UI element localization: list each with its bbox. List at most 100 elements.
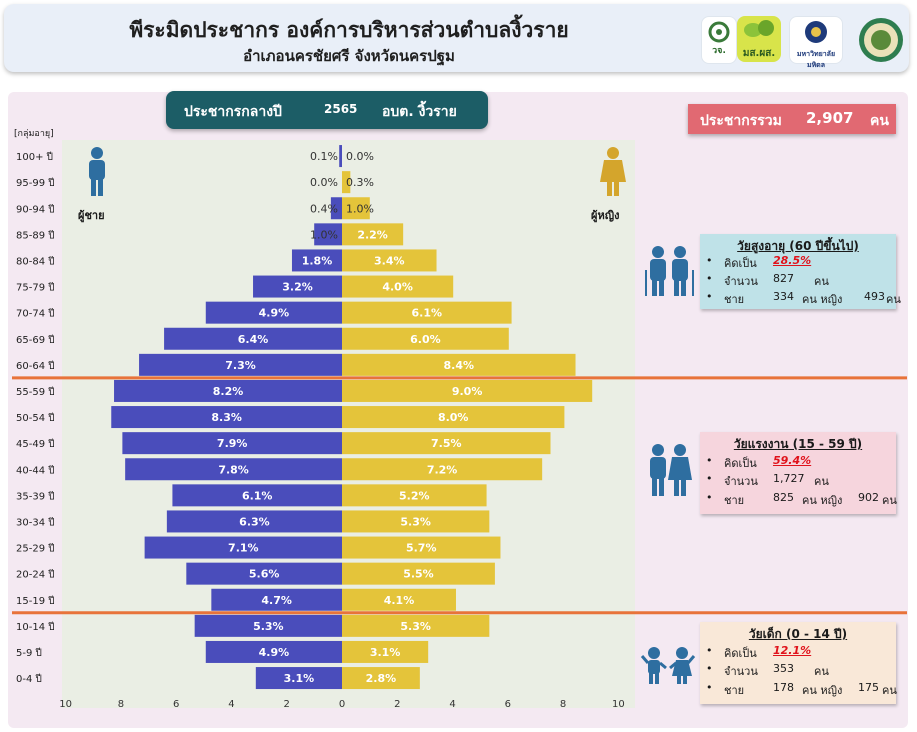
elderly-count-row: • จำนวน 827 คน (706, 272, 891, 288)
male-value-label: 6.1% (242, 489, 273, 502)
male-bar (255, 667, 342, 690)
age-group-label: 20-24 ปี (16, 569, 55, 581)
male-label: ชาย (724, 684, 745, 697)
male-bar (114, 379, 342, 402)
bullet: • (706, 644, 713, 657)
male-value-label: 5.6% (249, 568, 280, 581)
x-tick-label: 10 (612, 699, 625, 710)
male-value-label: 1.0% (310, 228, 338, 241)
unit-label: คน (882, 684, 897, 697)
age-group-label: 100+ ปี (16, 151, 53, 163)
female-bar (342, 588, 456, 611)
male-value-label: 4.7% (261, 594, 292, 607)
age-group-label: 25-29 ปี (16, 543, 55, 555)
female-bar (342, 301, 512, 324)
female-bar (342, 406, 565, 429)
age-group-label: 70-74 ปี (16, 308, 55, 320)
female-bar (342, 484, 487, 507)
female-label: คน หญิง (802, 684, 843, 697)
x-tick-label: 6 (505, 699, 511, 710)
female-value-label: 4.0% (382, 281, 413, 294)
page-subtitle: อำเภอนครชัยศรี จังหวัดนครปฐม (243, 47, 455, 65)
age-group-label: 5-9 ปี (16, 647, 42, 659)
male-value-label: 7.1% (228, 542, 259, 555)
male-bar (186, 562, 342, 585)
elderly-male-value: 334 (773, 290, 794, 303)
child-pct-value: 12.1% (773, 644, 812, 657)
male-bar (122, 432, 342, 455)
age-group-label: 85-89 ปี (16, 229, 55, 241)
male-bar (144, 536, 342, 559)
male-bar (194, 614, 342, 637)
female-value-label: 8.4% (444, 359, 475, 372)
male-value-label: 0.1% (310, 150, 338, 163)
elderly-info-box: วัยสูงอายุ (60 ปีขึ้นไป) • คิดเป็น 28.5%… (700, 234, 901, 309)
male-value-label: 4.9% (259, 646, 290, 659)
unit-label: คน (886, 293, 901, 306)
age-group-label: 40-44 ปี (16, 464, 55, 476)
count-label: จำนวน (724, 475, 758, 488)
x-tick-label: 8 (560, 699, 566, 710)
foundation-logo: มส.ผส. (737, 16, 781, 62)
female-value-label: 8.0% (438, 411, 469, 424)
x-tick-label: 4 (228, 699, 234, 710)
pct-label: คิดเป็น (724, 457, 757, 470)
female-value-label: 4.1% (384, 594, 415, 607)
child-count-value: 353 (773, 662, 794, 675)
male-bar (166, 510, 342, 533)
age-group-label: 15-19 ปี (16, 595, 55, 607)
male-value-label: 6.3% (239, 515, 270, 528)
female-legend-label: ผู้หญิง (591, 209, 620, 222)
logo-text-2: มส.ผส. (742, 48, 776, 59)
total-population-badge: ประชากรรวม 2,907 คน (688, 104, 896, 134)
female-bar (342, 640, 429, 663)
bullet: • (706, 272, 713, 285)
bullet: • (706, 254, 713, 267)
male-value-label: 8.3% (211, 411, 242, 424)
age-group-label: 90-94 ปี (16, 203, 55, 215)
leaf-logo-icon (744, 20, 774, 37)
male-bar (314, 223, 342, 246)
working-pct-value: 59.4% (773, 454, 812, 467)
age-group-label: 35-39 ปี (16, 490, 55, 502)
child-pct-row: • คิดเป็น 12.1% (706, 644, 891, 660)
male-bar (111, 406, 342, 429)
female-bar (342, 327, 509, 350)
district-seal-logo (859, 18, 903, 62)
male-bar (164, 327, 342, 350)
female-bar (342, 249, 437, 272)
male-value-label: 7.3% (225, 359, 256, 372)
logo-text-1: วจ. (712, 46, 726, 56)
female-label: คน หญิง (802, 293, 843, 306)
age-group-label: 30-34 ปี (16, 516, 55, 528)
working-title: วัยแรงงาน (15 - 59 ปี) (733, 437, 863, 451)
male-label: ชาย (724, 494, 745, 507)
header-banner: พีระมิดประชากร องค์การบริหารส่วนตำบลงิ้ว… (4, 4, 909, 72)
year-badge-org: อบต. งิ้วราย (382, 104, 457, 120)
male-value-label: 7.9% (217, 437, 248, 450)
male-value-label: 5.3% (253, 620, 284, 633)
bullet: • (706, 662, 713, 675)
working-age-info-box: วัยแรงงาน (15 - 59 ปี) • คิดเป็น 59.4% •… (700, 432, 897, 514)
male-value-label: 3.2% (282, 281, 313, 294)
male-label: ชาย (724, 293, 745, 306)
unit-label: คน (814, 275, 829, 288)
age-group-label: 60-64 ปี (16, 360, 55, 372)
child-count-row: • จำนวน 353 คน (706, 662, 891, 678)
year-badge: ประชากรกลางปี 2565 อบต. งิ้วราย (166, 91, 488, 129)
pct-label: คิดเป็น (724, 257, 757, 270)
female-icon (598, 146, 628, 202)
x-tick-label: 4 (449, 699, 455, 710)
male-icon (82, 146, 112, 202)
gear-logo-icon (708, 21, 730, 43)
child-title: วัยเด็ก (0 - 14 ปี) (748, 627, 848, 641)
logo-text-3: มหาวิทยาลัยมหิดล (796, 50, 836, 69)
female-value-label: 3.4% (374, 254, 405, 267)
working-count-row: • จำนวน 1,727 คน (706, 472, 891, 488)
female-value-label: 5.3% (400, 620, 431, 633)
working-pct-row: • คิดเป็น 59.4% (706, 454, 891, 470)
male-value-label: 6.4% (238, 333, 269, 346)
age-group-label: 55-59 ปี (16, 386, 55, 398)
male-bar (205, 301, 342, 324)
female-bar (342, 353, 576, 376)
